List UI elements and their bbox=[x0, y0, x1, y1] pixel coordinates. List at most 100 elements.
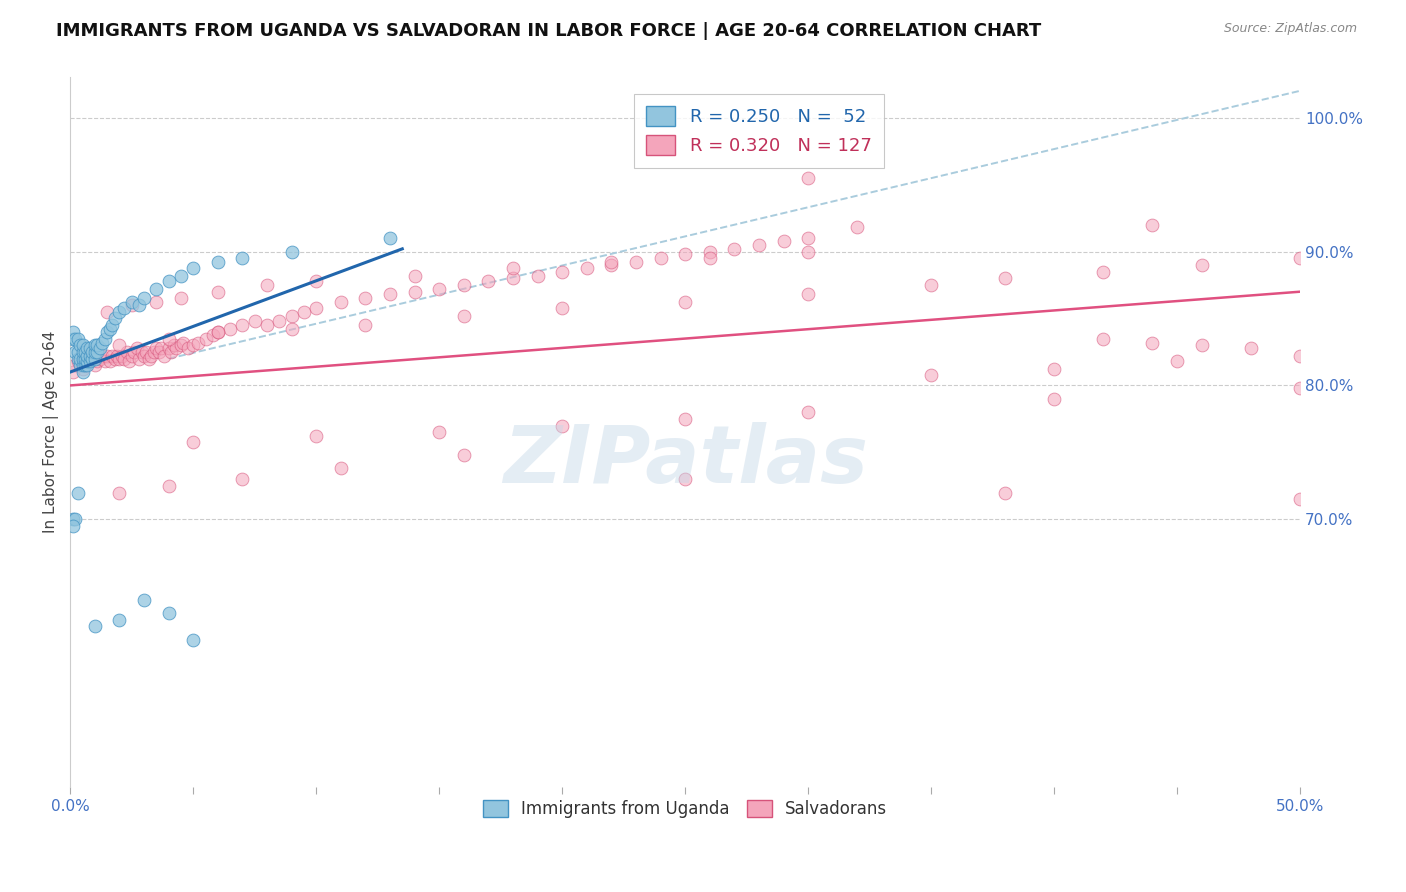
Point bbox=[73, 351, 96, 366]
Point bbox=[269, 314, 291, 328]
Point bbox=[145, 341, 167, 355]
Point bbox=[551, 264, 574, 278]
Point bbox=[72, 365, 94, 379]
Point bbox=[797, 244, 820, 259]
Point bbox=[69, 351, 91, 366]
Point bbox=[772, 234, 794, 248]
Point bbox=[305, 274, 328, 288]
Point bbox=[76, 341, 98, 355]
Point bbox=[69, 359, 91, 373]
Point bbox=[453, 278, 475, 293]
Point bbox=[96, 305, 118, 319]
Point bbox=[66, 351, 89, 366]
Point bbox=[624, 255, 647, 269]
Point bbox=[121, 298, 143, 312]
Point bbox=[600, 255, 623, 269]
Point bbox=[83, 345, 105, 359]
Point bbox=[280, 309, 302, 323]
Point bbox=[673, 247, 696, 261]
Point bbox=[128, 351, 150, 366]
Point bbox=[108, 351, 131, 366]
Point bbox=[83, 359, 105, 373]
Point bbox=[256, 318, 278, 333]
Point bbox=[673, 472, 696, 486]
Point bbox=[650, 251, 672, 265]
Point bbox=[1191, 258, 1213, 272]
Point bbox=[79, 341, 101, 355]
Point bbox=[96, 349, 118, 363]
Point bbox=[292, 305, 315, 319]
Point bbox=[62, 519, 84, 533]
Point bbox=[108, 305, 131, 319]
Point bbox=[1142, 335, 1164, 350]
Point bbox=[207, 325, 229, 339]
Point bbox=[145, 295, 167, 310]
Point bbox=[96, 325, 118, 339]
Point bbox=[453, 309, 475, 323]
Point bbox=[1191, 338, 1213, 352]
Point bbox=[575, 260, 598, 275]
Point bbox=[170, 292, 193, 306]
Point bbox=[1043, 362, 1066, 376]
Point bbox=[152, 349, 174, 363]
Text: ZIPatlas: ZIPatlas bbox=[502, 422, 868, 500]
Point bbox=[1092, 264, 1115, 278]
Point bbox=[427, 425, 450, 440]
Point bbox=[141, 349, 163, 363]
Point bbox=[121, 295, 143, 310]
Point bbox=[846, 220, 869, 235]
Point bbox=[148, 345, 170, 359]
Point bbox=[76, 354, 98, 368]
Point bbox=[207, 325, 229, 339]
Point bbox=[91, 349, 114, 363]
Point bbox=[181, 434, 204, 449]
Point bbox=[72, 338, 94, 352]
Point bbox=[181, 632, 204, 647]
Point bbox=[305, 429, 328, 443]
Point bbox=[673, 295, 696, 310]
Point bbox=[108, 613, 131, 627]
Point bbox=[243, 314, 266, 328]
Point bbox=[551, 418, 574, 433]
Point bbox=[699, 244, 721, 259]
Point bbox=[305, 301, 328, 315]
Y-axis label: In Labor Force | Age 20-64: In Labor Force | Age 20-64 bbox=[44, 331, 59, 533]
Point bbox=[600, 258, 623, 272]
Point bbox=[138, 351, 160, 366]
Point bbox=[66, 485, 89, 500]
Text: Source: ZipAtlas.com: Source: ZipAtlas.com bbox=[1223, 22, 1357, 36]
Point bbox=[207, 255, 229, 269]
Point bbox=[125, 341, 148, 355]
Point bbox=[112, 301, 135, 315]
Point bbox=[82, 345, 104, 359]
Point bbox=[98, 322, 121, 336]
Point bbox=[86, 338, 108, 352]
Point bbox=[63, 345, 86, 359]
Point bbox=[160, 345, 183, 359]
Point bbox=[187, 335, 209, 350]
Point bbox=[157, 479, 180, 493]
Point bbox=[108, 338, 131, 352]
Point bbox=[354, 292, 377, 306]
Point bbox=[73, 359, 96, 373]
Point bbox=[723, 242, 745, 256]
Point bbox=[280, 244, 302, 259]
Point bbox=[128, 298, 150, 312]
Point bbox=[83, 338, 105, 352]
Point bbox=[157, 332, 180, 346]
Point bbox=[994, 271, 1017, 285]
Point bbox=[91, 335, 114, 350]
Point bbox=[89, 341, 111, 355]
Point bbox=[82, 351, 104, 366]
Point bbox=[797, 287, 820, 301]
Point bbox=[108, 485, 131, 500]
Point bbox=[69, 338, 91, 352]
Point bbox=[1240, 341, 1263, 355]
Point bbox=[83, 619, 105, 633]
Point bbox=[162, 338, 184, 352]
Point bbox=[994, 485, 1017, 500]
Point bbox=[177, 341, 200, 355]
Point bbox=[453, 448, 475, 462]
Point bbox=[551, 301, 574, 315]
Point bbox=[797, 170, 820, 185]
